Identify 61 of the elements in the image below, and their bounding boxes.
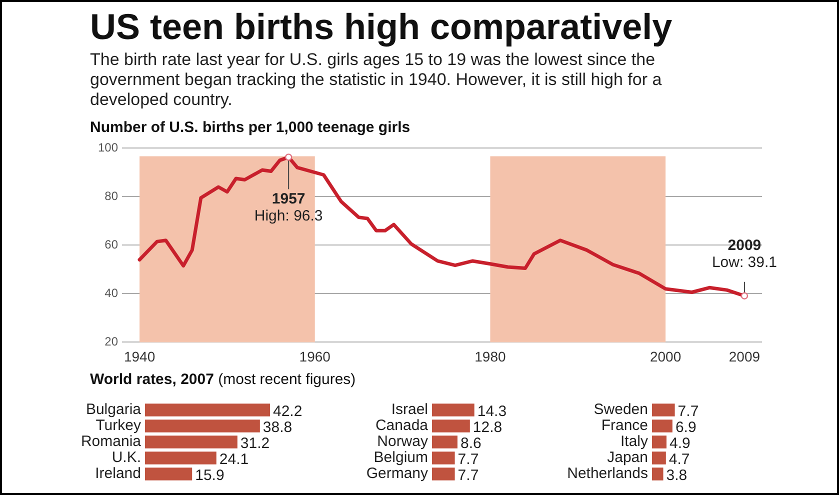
y-tick-label: Norway	[377, 433, 428, 450]
y-tick-label: Netherlands	[567, 465, 648, 482]
y-axis-title: Number of U.S. births per 1,000 teenage girls	[90, 119, 410, 136]
bar	[432, 404, 474, 416]
chart-subtitle: The birth rate last year for U.S. girls ages 15 to 19 was the lowest since the government began tracking the statistic in 1940. However, it is still high for a developed country.	[90, 50, 663, 110]
bar	[652, 436, 667, 448]
data-label: 4.9	[670, 435, 690, 452]
y-tick-label: Germany	[366, 465, 428, 482]
x-tick-label: 1960	[299, 348, 331, 364]
bar	[432, 420, 470, 432]
y-tick-label: Belgium	[374, 449, 428, 466]
bar	[652, 404, 675, 416]
y-tick-label: Japan	[607, 449, 648, 466]
data-label: 14.3	[477, 403, 507, 420]
annotation: 1957 High: 96.3	[254, 190, 323, 224]
data-label: 42.2	[273, 403, 302, 420]
y-tick-label: 40	[104, 286, 118, 300]
chart-title: World rates, 2007 (most recent figures)	[90, 371, 356, 388]
data-label: 15.9	[195, 467, 224, 484]
x-tick-label: 1940	[124, 348, 156, 364]
chart-title: US teen births high comparatively	[90, 6, 672, 48]
y-tick-label: Romania	[80, 433, 142, 450]
bar	[145, 452, 216, 464]
bar	[652, 468, 664, 480]
data-label: 24.1	[219, 451, 249, 468]
bar	[145, 420, 260, 432]
data-label: 12.8	[472, 419, 502, 436]
y-tick-label: 20	[104, 334, 118, 349]
x-tick-label: 2009	[728, 348, 760, 364]
y-tick-label: U.K.	[112, 449, 141, 466]
annotation: 2009 Low: 39.1	[712, 237, 777, 272]
data-label: 6.9	[675, 419, 696, 436]
y-tick-label: 80	[104, 189, 118, 204]
y-tick-label: Sweden	[594, 401, 648, 418]
data-label: 7.7	[458, 467, 479, 484]
y-tick-label: France	[601, 417, 648, 434]
bar	[145, 436, 238, 448]
y-tick-label: Ireland	[95, 465, 141, 482]
bar	[145, 404, 270, 416]
bar	[432, 468, 455, 480]
data-label: 38.8	[262, 419, 292, 436]
y-tick-label: Canada	[375, 417, 429, 434]
data-label: 31.2	[240, 435, 270, 452]
x-tick-label: 1980	[474, 348, 506, 364]
y-tick-label: 60	[104, 238, 118, 252]
data-label: 4.7	[668, 451, 690, 468]
bar	[652, 420, 672, 432]
y-tick-label: 100	[98, 140, 118, 155]
data-label: 7.7	[458, 451, 479, 468]
data-label: 7.7	[678, 403, 699, 420]
y-tick-label: Turkey	[96, 417, 142, 434]
bar	[432, 452, 455, 464]
bar	[652, 452, 666, 464]
x-tick-label: 2000	[650, 348, 682, 364]
bar	[432, 436, 458, 448]
y-tick-label: Bulgaria	[86, 401, 142, 418]
y-tick-label: Italy	[620, 433, 648, 450]
bar	[145, 468, 192, 480]
data-label: 8.6	[460, 435, 482, 452]
y-tick-label: Israel	[391, 401, 428, 418]
data-label: 3.8	[666, 467, 688, 484]
